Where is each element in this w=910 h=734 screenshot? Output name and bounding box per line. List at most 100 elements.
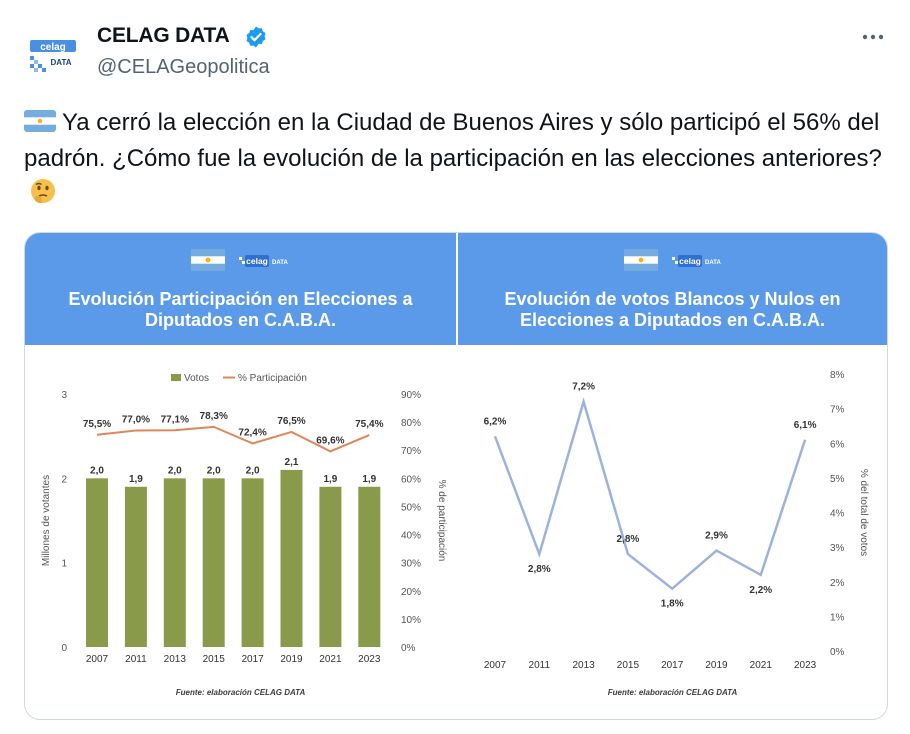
x-tick-label: 2015 <box>203 654 226 665</box>
line-data-label: 69,6% <box>316 435 344 446</box>
y2-tick-label: 10% <box>401 615 421 626</box>
panel-divider <box>456 233 458 719</box>
y2-tick-label: 6% <box>830 439 845 450</box>
argentina-flag-icon <box>191 249 225 271</box>
x-tick-label: 2021 <box>750 660 773 671</box>
y-axis-label: Millones de votantes <box>41 475 52 566</box>
chart-title: Evolución de votos Blancos y Nulos en El… <box>504 289 841 330</box>
line-data-label: 75,5% <box>83 419 111 430</box>
x-tick-label: 2013 <box>572 660 595 671</box>
participation-chart: Votos% Participación01230%10%20%30%40%50… <box>41 373 447 665</box>
x-tick-label: 2013 <box>164 654 187 665</box>
legend-swatch-votos <box>171 374 181 381</box>
line-data-label: 2,2% <box>749 585 772 596</box>
line-data-label: 2,9% <box>705 531 728 542</box>
bar-data-label: 2,0 <box>246 465 260 476</box>
x-tick-label: 2019 <box>280 654 303 665</box>
y2-tick-label: 0% <box>401 643 416 654</box>
legend-label-participacion: % Participación <box>238 373 307 384</box>
more-options-icon[interactable] <box>860 28 886 46</box>
y2-tick-label: 3% <box>830 543 845 554</box>
x-tick-label: 2017 <box>241 654 264 665</box>
svg-text:celag: celag <box>40 42 66 53</box>
tweet-media[interactable]: celag DATA Evolución Participación en El… <box>24 232 888 720</box>
y2-tick-label: 30% <box>401 559 421 570</box>
avatar[interactable]: celag DATA <box>24 26 82 84</box>
y2-tick-label: 40% <box>401 531 421 542</box>
y2-tick-label: 50% <box>401 502 421 513</box>
y-tick-label: 0 <box>61 643 67 654</box>
bar <box>163 478 186 647</box>
author-handle[interactable]: @CELAGeopolitica <box>97 56 270 78</box>
chart-source: Fuente: elaboración CELAG DATA <box>607 688 738 697</box>
bar <box>86 478 108 647</box>
svg-text:DATA: DATA <box>50 58 71 67</box>
celag-logo-icon: celag DATA <box>672 255 721 267</box>
line-data-label: 77,1% <box>161 414 189 425</box>
x-tick-label: 2011 <box>529 660 551 671</box>
argentina-flag-icon <box>624 249 658 271</box>
chart-panel-participation: celag DATA Evolución Participación en El… <box>25 233 456 719</box>
blank-null-chart: 0% 1% 2% 3% 4% 5% 6% 7% 8% % del total de votos 20… <box>484 370 869 671</box>
svg-text:DATA: DATA <box>272 260 288 266</box>
bar <box>124 486 147 647</box>
bar <box>358 486 381 647</box>
x-tick-label: 2019 <box>705 660 728 671</box>
panel-header: celag DATA Evolución Participación en El… <box>25 233 456 345</box>
panel-header: celag DATA Evolución de votos Blancos y … <box>458 233 887 345</box>
y-tick-label: 1 <box>61 559 67 570</box>
celag-logo-icon: celag DATA <box>239 255 288 267</box>
line-data-label: 7,2% <box>572 382 595 393</box>
legend-label-votos: Votos <box>184 373 209 384</box>
thinking-face-icon <box>31 179 55 204</box>
line-data-label: 6,2% <box>484 416 507 427</box>
x-tick-label: 2023 <box>794 660 817 671</box>
line-data-label: 75,4% <box>355 419 383 430</box>
x-tick-label: 2015 <box>617 660 640 671</box>
y2-tick-label: 5% <box>830 474 845 485</box>
y2-axis-label: % de participación <box>436 480 447 562</box>
bar <box>241 478 264 647</box>
y2-tick-label: 70% <box>401 446 421 457</box>
author-name[interactable]: CELAG DATA <box>97 24 230 47</box>
y2-tick-label: 60% <box>401 474 421 485</box>
chart-source: Fuente: elaboración CELAG DATA <box>175 688 306 697</box>
tweet-body: Ya cerró la elección en la Ciudad de Bue… <box>24 109 882 172</box>
x-tick-label: 2011 <box>125 654 147 665</box>
y2-tick-label: 1% <box>830 612 845 623</box>
argentina-flag-icon <box>24 110 56 132</box>
bar-data-label: 1,9 <box>129 474 143 485</box>
x-tick-label: 2017 <box>661 660 684 671</box>
verified-badge-icon <box>246 26 266 48</box>
line-data-label: 72,4% <box>238 427 266 438</box>
bar <box>280 469 303 647</box>
y-tick-label: 2 <box>61 474 67 485</box>
line-data-label: 78,3% <box>200 411 228 422</box>
blank-null-line <box>493 397 807 591</box>
y2-tick-label: 4% <box>830 509 845 520</box>
line-data-label: 2,8% <box>617 534 640 545</box>
y2-tick-label: 2% <box>830 578 845 589</box>
x-tick-label: 2023 <box>358 654 381 665</box>
bar <box>202 478 225 647</box>
x-tick-label: 2007 <box>484 660 507 671</box>
line-data-label: 1,8% <box>661 599 684 610</box>
line-data-label: 2,8% <box>528 564 551 575</box>
y2-tick-label: 7% <box>830 405 845 416</box>
line-data-label: 77,0% <box>122 415 150 426</box>
y2-axis-label: % del total de votos <box>858 469 869 556</box>
chart-title: Evolución Participación en Elecciones a … <box>68 289 413 330</box>
bar-data-label: 2,0 <box>207 465 221 476</box>
bar-data-label: 1,9 <box>323 474 337 485</box>
bar-data-label: 2,1 <box>285 457 299 468</box>
x-tick-label: 2021 <box>319 654 342 665</box>
line-data-label: 6,1% <box>794 420 817 431</box>
y2-tick-label: 90% <box>401 390 421 401</box>
bar-data-label: 1,9 <box>362 474 376 485</box>
y2-tick-label: 0% <box>830 647 845 658</box>
y2-tick-label: 8% <box>830 370 845 381</box>
participation-line <box>96 425 370 453</box>
y2-tick-label: 20% <box>401 587 421 598</box>
bar <box>319 486 342 647</box>
svg-text:celag: celag <box>246 256 268 266</box>
